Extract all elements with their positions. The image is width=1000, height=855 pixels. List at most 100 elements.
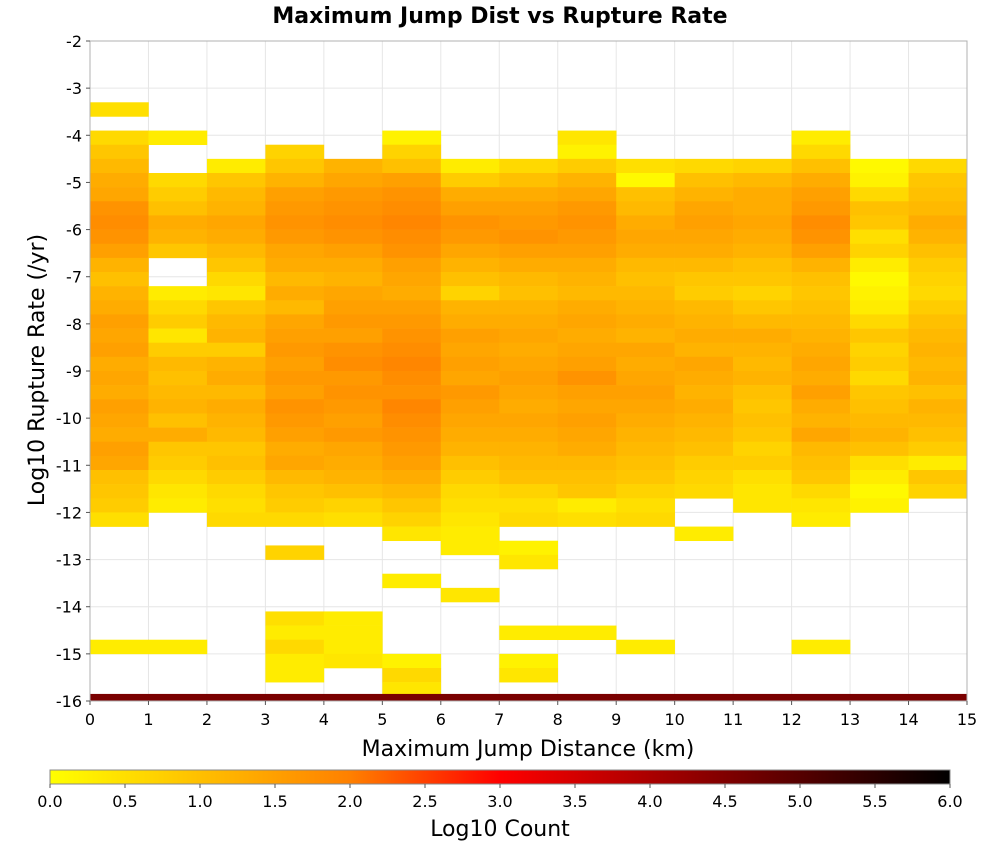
x-tick-label: 1	[143, 710, 153, 729]
heatmap-cell	[382, 427, 442, 443]
heatmap-cell	[206, 272, 266, 287]
heatmap-cell	[90, 385, 149, 400]
heatmap-cell	[206, 427, 266, 443]
heatmap-cell	[90, 158, 149, 174]
heatmap-cell	[440, 356, 500, 372]
y-tick-label: -4	[66, 126, 82, 145]
heatmap-cell	[733, 215, 792, 230]
heatmap-cell	[499, 201, 559, 216]
heatmap-cell	[440, 470, 500, 485]
heatmap-cell	[90, 314, 149, 329]
heatmap-cell	[440, 272, 500, 287]
heatmap-cell	[674, 413, 734, 428]
heatmap-cell	[440, 300, 500, 315]
heatmap-cell	[850, 328, 909, 344]
heatmap-cell	[323, 484, 383, 499]
heatmap-cell	[440, 187, 500, 202]
heatmap-cell	[674, 342, 734, 358]
heatmap-cell	[206, 498, 266, 513]
heatmap-cell	[440, 342, 500, 358]
heatmap-cell	[733, 371, 792, 386]
heatmap-cell	[616, 286, 675, 301]
heatmap-cell	[850, 413, 909, 428]
x-axis-label: Maximum Jump Distance (km)	[362, 737, 695, 762]
heatmap-cell	[90, 441, 149, 457]
heatmap-cell	[206, 342, 266, 358]
heatmap-cell	[323, 215, 383, 230]
heatmap-cell	[382, 441, 442, 457]
heatmap-cell	[323, 201, 383, 216]
heatmap-cell	[616, 257, 675, 273]
heatmap-cell	[499, 441, 559, 457]
heatmap-cell	[148, 229, 208, 245]
heatmap-cell	[557, 201, 617, 216]
heatmap-cell	[499, 668, 559, 683]
heatmap-cell	[674, 201, 734, 216]
heatmap-cell	[908, 342, 968, 358]
heatmap-cell	[557, 427, 617, 443]
heatmap-cell	[206, 328, 266, 344]
x-tick-label: 12	[781, 710, 801, 729]
heatmap-cell	[90, 427, 149, 443]
heatmap-cell	[440, 413, 500, 428]
heatmap-cell	[440, 399, 500, 414]
heatmap-cell	[850, 286, 909, 301]
heatmap-cell	[674, 286, 734, 301]
heatmap-cell	[733, 158, 792, 174]
heatmap-cell	[791, 130, 851, 146]
heatmap-cell	[850, 187, 909, 202]
heatmap-cell	[908, 187, 968, 202]
heatmap-cell	[791, 229, 851, 245]
heatmap-cell	[499, 243, 559, 259]
heatmap-cell	[733, 300, 792, 315]
heatmap-cell	[323, 625, 383, 641]
heatmap-cell	[265, 611, 325, 626]
heatmap-cell	[382, 498, 442, 513]
heatmap-cell	[499, 257, 559, 273]
heatmap-cell	[908, 427, 968, 443]
heatmap-cell	[206, 187, 266, 202]
heatmap-cell	[90, 342, 149, 358]
y-tick-label: -7	[66, 268, 82, 287]
heatmap-cell	[206, 356, 266, 372]
heatmap-cell	[265, 441, 325, 457]
heatmap-cell	[265, 399, 325, 414]
heatmap-cell	[265, 342, 325, 358]
heatmap-cell	[616, 484, 675, 499]
heatmap-cell	[908, 158, 968, 174]
heatmap-cell	[616, 229, 675, 245]
heatmap-cell	[791, 413, 851, 428]
heatmap-cell	[850, 314, 909, 329]
y-tick-label: -8	[66, 315, 82, 334]
heatmap-cell	[90, 498, 149, 513]
heatmap-cell	[557, 470, 617, 485]
heatmap-cell	[674, 314, 734, 329]
heatmap-cell	[850, 201, 909, 216]
heatmap-cell	[382, 243, 442, 259]
x-axis-ticks: 0 1 2 3 4 5 6 7 8 9 10 11 12 13 14 15	[85, 701, 977, 729]
heatmap-cell	[850, 300, 909, 315]
heatmap-cell	[148, 342, 208, 358]
heatmap-cell	[382, 300, 442, 315]
heatmap-cell	[557, 300, 617, 315]
heatmap-cell	[206, 484, 266, 499]
heatmap-cell	[850, 229, 909, 245]
heatmap-cell	[733, 243, 792, 259]
heatmap-cell	[557, 215, 617, 230]
heatmap-cell	[733, 498, 792, 513]
heatmap-cell	[440, 158, 500, 174]
heatmap-cell	[499, 173, 559, 188]
heatmap-cell	[440, 484, 500, 499]
heatmap-cell	[557, 484, 617, 499]
heatmap-cell	[323, 498, 383, 513]
heatmap-cell	[382, 573, 442, 589]
heatmap-cell	[499, 272, 559, 287]
heatmap-cell	[440, 314, 500, 329]
heatmap-cell	[908, 243, 968, 259]
heatmap-cell	[440, 526, 500, 542]
heatmap-cell	[791, 286, 851, 301]
heatmap-cell	[265, 625, 325, 641]
heatmap-cell	[791, 498, 851, 513]
heatmap-cell	[908, 272, 968, 287]
heatmap-cell	[148, 356, 208, 372]
